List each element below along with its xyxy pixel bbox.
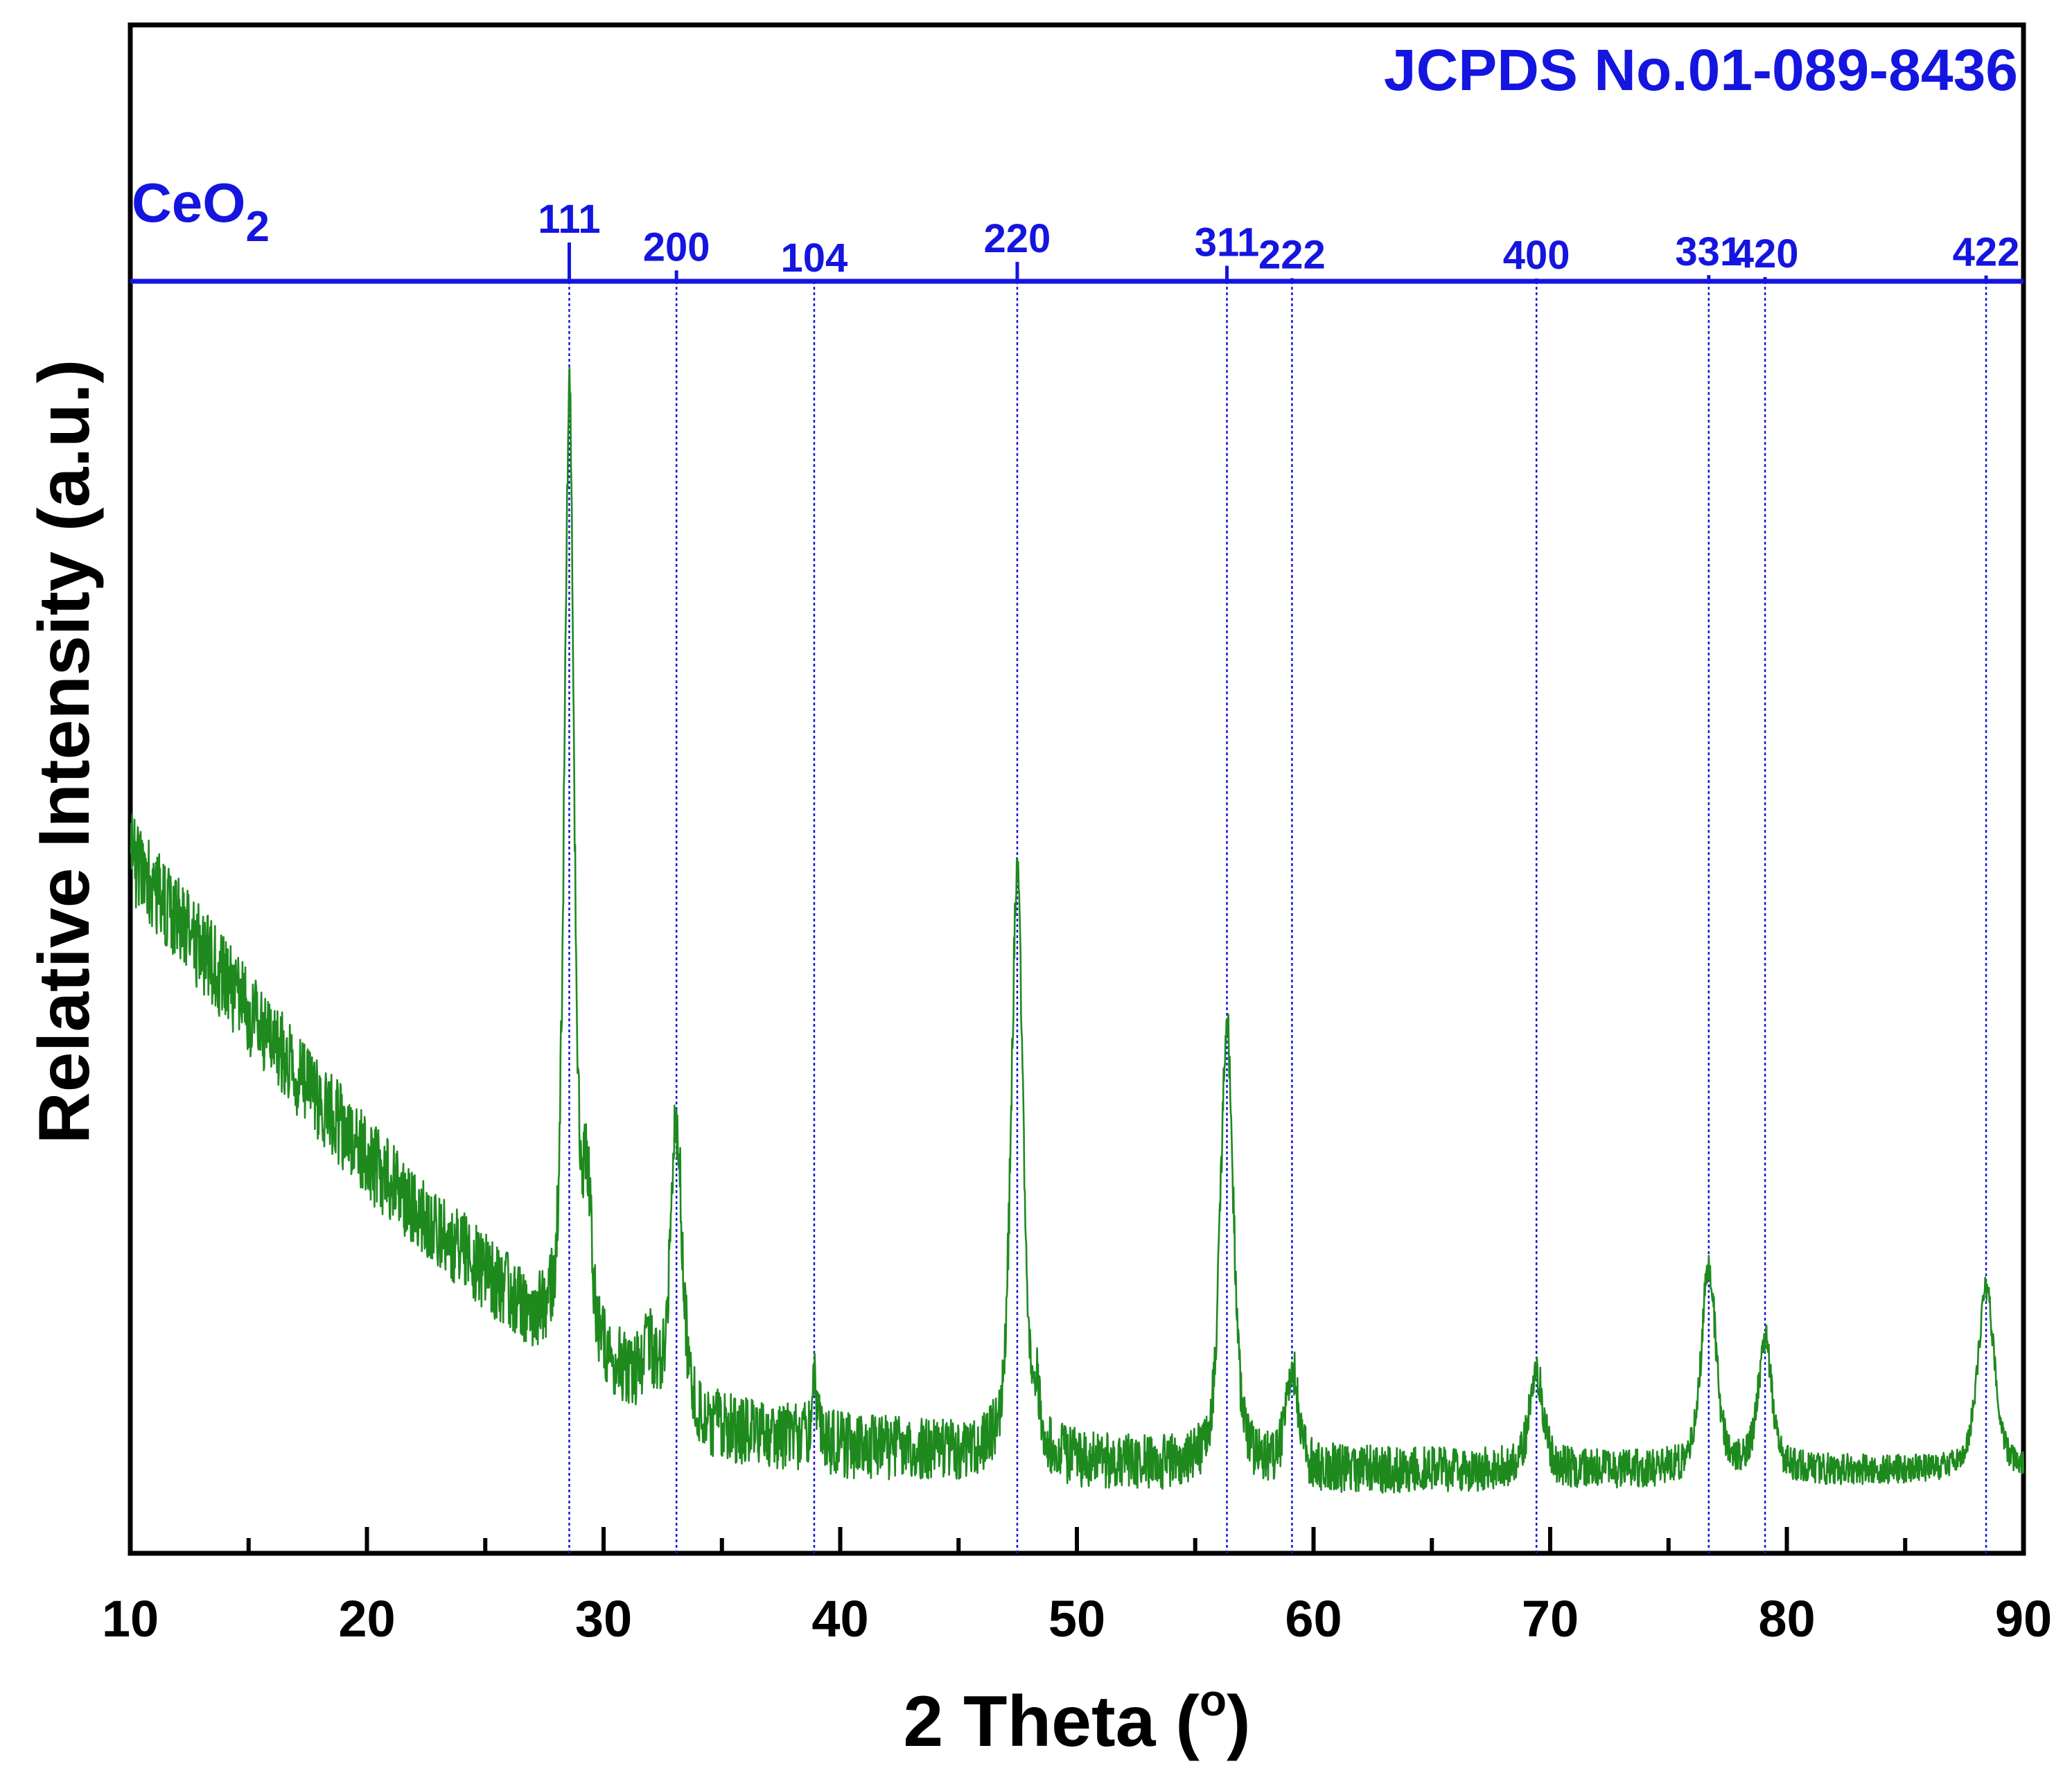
phase-label-subscript: 2 [246,203,270,251]
x-tick-label: 80 [1758,1590,1815,1648]
pattern-layer [130,367,2025,1494]
xrd-pattern-line [130,367,2025,1494]
y-axis-title: Relative Intensity (a.u.) [24,360,105,1145]
reference-sticks [567,242,1988,281]
reference-hkl-label: 331 [1675,229,1742,274]
reference-hkl-label: 104 [781,236,848,281]
reference-hkl-label: 420 [1732,231,1799,276]
reference-hkl-label: 200 [643,224,710,270]
phase-label: CeO2 [132,172,270,251]
x-tick-label: 90 [1995,1590,2052,1648]
x-axis-title-text: 2 Theta ( [903,1681,1200,1762]
reference-hkl-label: 422 [1953,230,2020,275]
reference-hkl-label: 400 [1503,233,1570,278]
x-axis-ticks [128,1527,2026,1553]
reference-hkl-label: 311 [1195,220,1260,265]
x-tick-label: 20 [338,1590,395,1648]
x-axis-title-close: ) [1227,1681,1251,1762]
x-axis-title: 2 Theta (o) [903,1675,1250,1762]
x-axis-title-degree: o [1200,1675,1227,1725]
x-tick-label: 60 [1285,1590,1342,1648]
jcpds-card-label: JCPDS No.01-089-8436 [1384,37,2018,103]
x-tick-label: 30 [575,1590,632,1648]
x-tick-label: 40 [811,1590,868,1648]
phase-label-main: CeO [132,172,246,233]
reference-hkl-label: 220 [984,216,1051,261]
reference-hkl-label: 111 [538,197,600,242]
x-axis-tick-labels: 10 20 30 40 50 60 70 80 90 [102,1590,2052,1648]
reference-dotted-lines [568,281,1987,1553]
x-tick-label: 10 [102,1590,159,1648]
x-tick-label: 50 [1048,1590,1105,1648]
reference-hkl-label: 222 [1258,233,1326,278]
x-tick-label: 70 [1522,1590,1579,1648]
